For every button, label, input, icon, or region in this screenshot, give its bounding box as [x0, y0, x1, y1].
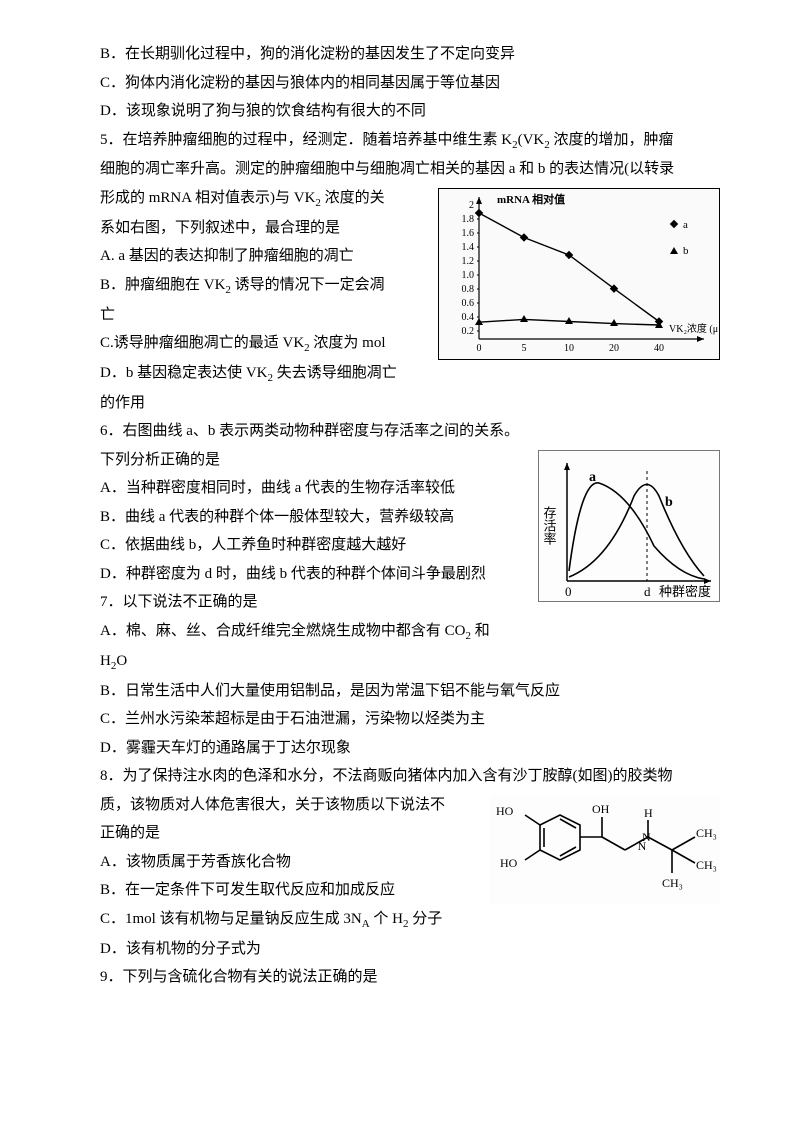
svg-text:b: b [683, 245, 689, 257]
svg-text:0: 0 [565, 584, 572, 599]
q5-chart: 0.2 0.4 0.6 0.8 1.0 1.2 1.4 1.6 1.8 2 0 … [438, 188, 720, 360]
text: 形成的 mRNA 相对值表示)与 VK [100, 190, 315, 206]
q9-stem: 9．下列与含硫化合物有关的说法正确的是 [100, 963, 720, 992]
text: 分子 [408, 911, 442, 927]
svg-text:1.0: 1.0 [462, 270, 475, 281]
svg-text:1.2: 1.2 [462, 256, 475, 267]
svg-text:CH₃: CH₃ [662, 876, 683, 890]
svg-text:0.4: 0.4 [462, 312, 475, 323]
text: D．b 基因稳定表达使 VK [100, 365, 268, 381]
text: 失去诱导细胞凋亡 [273, 365, 397, 381]
text: C.诱导肿瘤细胞凋亡的最适 VK [100, 335, 304, 351]
option-b: B．在长期驯化过程中，狗的消化淀粉的基因发生了不定向变异 [100, 40, 720, 69]
text: 浓度为 mol [310, 335, 386, 351]
q7-opt-b: B．日常生活中人们大量使用铝制品，是因为常温下铝不能与氧气反应 [100, 677, 720, 706]
svg-text:0.2: 0.2 [462, 326, 475, 337]
text: 和 [471, 623, 490, 639]
q8-opt-d: D．该有机物的分子式为 [100, 935, 720, 964]
chart-xlabel: 种群密度 [659, 584, 711, 599]
chart-title: mRNA 相对值 [497, 192, 565, 206]
q5-opt-d: D．b 基因稳定表达使 VK2 失去诱导细胞凋亡 [100, 359, 720, 389]
svg-text:H: H [644, 806, 653, 820]
svg-text:CH₃: CH₃ [696, 826, 717, 840]
svg-text:1.4: 1.4 [462, 242, 475, 253]
svg-text:d: d [644, 584, 651, 599]
text: 浓度的关 [321, 190, 385, 206]
svg-text:OH: OH [592, 802, 610, 816]
text: 浓度的增加，肿瘤 [550, 132, 674, 148]
q6-chart: 存活率 种群密度 0 d a b [538, 450, 720, 602]
text: C．1mol 该有机物与足量钠反应生成 3N [100, 911, 362, 927]
q7-opt-a: A．棉、麻、丝、合成纤维完全燃烧生成物中都含有 CO2 和 [100, 617, 720, 647]
svg-text:20: 20 [609, 343, 619, 354]
text: (VK [518, 132, 545, 148]
svg-text:b: b [665, 495, 673, 510]
q8-stem: 8．为了保持注水肉的色泽和水分，不法商贩向猪体内加入含有沙丁胺醇(如图)的胶类物 [100, 762, 720, 791]
option-d: D．该现象说明了狗与狼的饮食结构有很大的不同 [100, 97, 720, 126]
svg-text:a: a [589, 470, 596, 485]
svg-text:N: N [642, 830, 651, 844]
svg-text:1.6: 1.6 [462, 228, 475, 239]
svg-text:5: 5 [522, 343, 527, 354]
svg-text:0: 0 [477, 343, 482, 354]
svg-text:a: a [683, 219, 688, 231]
q5-opt-d2: 的作用 [100, 389, 720, 418]
svg-text:HO: HO [496, 804, 514, 818]
svg-text:0.8: 0.8 [462, 284, 475, 295]
option-c: C．狗体内消化淀粉的基因与狼体内的相同基因属于等位基因 [100, 69, 720, 98]
svg-text:HO: HO [500, 856, 518, 870]
svg-text:2: 2 [469, 200, 474, 211]
text: A．棉、麻、丝、合成纤维完全燃烧生成物中都含有 CO [100, 623, 465, 639]
text: 5．在培养肿瘤细胞的过程中，经测定．随着培养基中维生素 K [100, 132, 512, 148]
svg-text:0.6: 0.6 [462, 298, 475, 309]
q7-opt-d: D．雾霾天车灯的通路属于丁达尔现象 [100, 734, 720, 763]
q6-stem: 6．右图曲线 a、b 表示两类动物种群密度与存活率之间的关系。 [100, 417, 720, 446]
text: 个 H [370, 911, 403, 927]
q5-stem-2: 细胞的凋亡率升高。测定的肿瘤细胞中与细胞凋亡相关的基因 a 和 b 的表达情况(… [100, 155, 720, 184]
document-page: B．在长期驯化过程中，狗的消化淀粉的基因发生了不定向变异 C．狗体内消化淀粉的基… [0, 0, 800, 1032]
svg-text:CH₃: CH₃ [696, 858, 717, 872]
q8-structure: HO HO OH H N CH₃ CH₃ CH₃ N [490, 795, 720, 905]
text: H [100, 653, 111, 669]
q8-opt-c: C．1mol 该有机物与足量钠反应生成 3NA 个 H2 分子 [100, 905, 720, 935]
svg-text:10: 10 [564, 343, 574, 354]
text: 诱导的情况下一定会凋 [231, 277, 385, 293]
q7-opt-c: C．兰州水污染苯超标是由于石油泄漏，污染物以烃类为主 [100, 705, 720, 734]
text: O [116, 653, 127, 669]
text: B．肿瘤细胞在 VK [100, 277, 225, 293]
svg-text:40: 40 [654, 343, 664, 354]
chart-ylabel: 存活率 [542, 506, 557, 545]
q7-opt-a2: H2O [100, 647, 720, 677]
chart-xlabel: VK₂浓度 (μ mol·L⁻¹) [669, 322, 719, 335]
svg-text:1.8: 1.8 [462, 214, 475, 225]
q5-stem: 5．在培养肿瘤细胞的过程中，经测定．随着培养基中维生素 K2(VK2 浓度的增加… [100, 126, 720, 156]
